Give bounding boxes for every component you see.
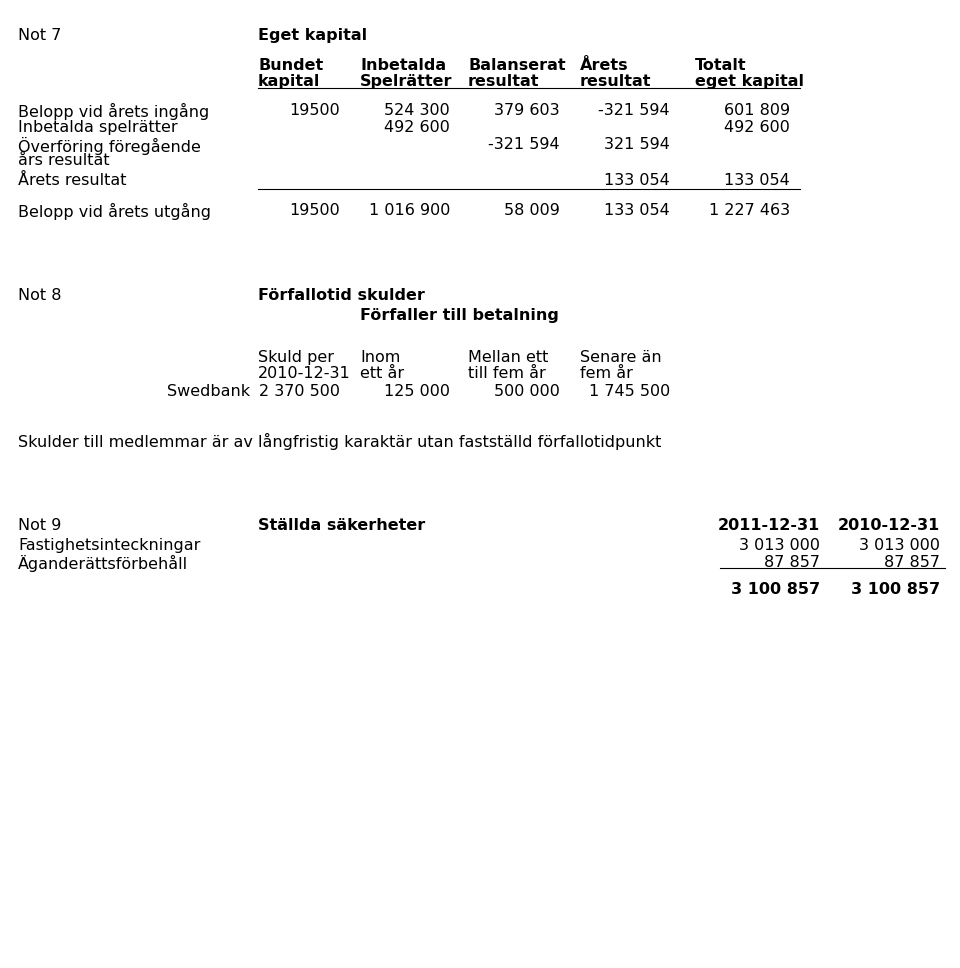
Text: Fastighetsinteckningar: Fastighetsinteckningar [18, 538, 201, 553]
Text: Förfaller till betalning: Förfaller till betalning [360, 308, 559, 323]
Text: 524 300: 524 300 [384, 103, 450, 118]
Text: 2 370 500: 2 370 500 [259, 384, 340, 399]
Text: 321 594: 321 594 [604, 137, 670, 152]
Text: 601 809: 601 809 [724, 103, 790, 118]
Text: Eget kapital: Eget kapital [258, 28, 367, 43]
Text: Ställda säkerheter: Ställda säkerheter [258, 518, 425, 533]
Text: fem år: fem år [580, 366, 633, 381]
Text: Årets: Årets [580, 58, 629, 73]
Text: 379 603: 379 603 [494, 103, 560, 118]
Text: 58 009: 58 009 [504, 203, 560, 218]
Text: Balanserat: Balanserat [468, 58, 565, 73]
Text: Inbetalda spelrätter: Inbetalda spelrätter [18, 120, 178, 135]
Text: 492 600: 492 600 [724, 120, 790, 135]
Text: resultat: resultat [580, 74, 652, 89]
Text: eget kapital: eget kapital [695, 74, 804, 89]
Text: Belopp vid årets ingång: Belopp vid årets ingång [18, 103, 209, 120]
Text: 1 745 500: 1 745 500 [588, 384, 670, 399]
Text: Bundet: Bundet [258, 58, 324, 73]
Text: Not 8: Not 8 [18, 288, 61, 303]
Text: Skulder till medlemmar är av långfristig karaktär utan fastställd förfallotidpun: Skulder till medlemmar är av långfristig… [18, 433, 661, 450]
Text: Swedbank: Swedbank [167, 384, 250, 399]
Text: 19500: 19500 [289, 203, 340, 218]
Text: kapital: kapital [258, 74, 321, 89]
Text: Skuld per: Skuld per [258, 350, 334, 365]
Text: Not 9: Not 9 [18, 518, 61, 533]
Text: Äganderättsförbehåll: Äganderättsförbehåll [18, 555, 188, 572]
Text: 2011-12-31: 2011-12-31 [718, 518, 820, 533]
Text: 3 013 000: 3 013 000 [739, 538, 820, 553]
Text: -321 594: -321 594 [489, 137, 560, 152]
Text: ett år: ett år [360, 366, 404, 381]
Text: 87 857: 87 857 [884, 555, 940, 570]
Text: 87 857: 87 857 [764, 555, 820, 570]
Text: 2010-12-31: 2010-12-31 [258, 366, 350, 381]
Text: till fem år: till fem år [468, 366, 545, 381]
Text: 19500: 19500 [289, 103, 340, 118]
Text: 500 000: 500 000 [494, 384, 560, 399]
Text: Förfallotid skulder: Förfallotid skulder [258, 288, 425, 303]
Text: 133 054: 133 054 [724, 173, 790, 188]
Text: resultat: resultat [468, 74, 540, 89]
Text: Senare än: Senare än [580, 350, 661, 365]
Text: 3 100 857: 3 100 857 [851, 582, 940, 597]
Text: Inbetalda: Inbetalda [360, 58, 446, 73]
Text: Totalt: Totalt [695, 58, 747, 73]
Text: 492 600: 492 600 [384, 120, 450, 135]
Text: års resultat: års resultat [18, 153, 109, 168]
Text: 2010-12-31: 2010-12-31 [838, 518, 940, 533]
Text: 3 013 000: 3 013 000 [859, 538, 940, 553]
Text: -321 594: -321 594 [598, 103, 670, 118]
Text: Årets resultat: Årets resultat [18, 173, 127, 188]
Text: 1 227 463: 1 227 463 [708, 203, 790, 218]
Text: Belopp vid årets utgång: Belopp vid årets utgång [18, 203, 211, 220]
Text: 133 054: 133 054 [604, 173, 670, 188]
Text: 3 100 857: 3 100 857 [731, 582, 820, 597]
Text: 133 054: 133 054 [604, 203, 670, 218]
Text: Mellan ett: Mellan ett [468, 350, 548, 365]
Text: Inom: Inom [360, 350, 400, 365]
Text: 1 016 900: 1 016 900 [369, 203, 450, 218]
Text: Spelrätter: Spelrätter [360, 74, 452, 89]
Text: 125 000: 125 000 [384, 384, 450, 399]
Text: Överföring föregående: Överföring föregående [18, 137, 201, 155]
Text: Not 7: Not 7 [18, 28, 61, 43]
